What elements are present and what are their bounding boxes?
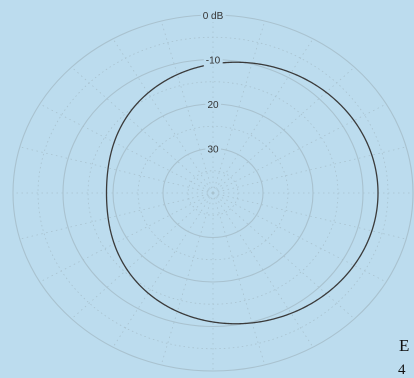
grid-spoke — [212, 192, 407, 240]
polar-curve-layer — [105, 61, 379, 325]
grid-ring — [87, 81, 339, 305]
grid-spoke — [19, 146, 214, 194]
grid-ring — [137, 125, 289, 261]
corner-digit: 4 — [398, 362, 406, 378]
grid-spoke — [212, 38, 314, 194]
radial-tick-label: 20 — [205, 100, 221, 111]
grid-spoke — [212, 192, 314, 348]
radial-tick-label: 30 — [205, 144, 221, 156]
svg-text:30: 30 — [207, 145, 219, 156]
svg-text:20: 20 — [207, 100, 219, 111]
radial-tick-label: -10 — [203, 55, 223, 67]
grid-spoke — [112, 192, 214, 348]
grid-spoke — [112, 38, 214, 194]
radial-tick-labels: 0 dB -10 20 30 — [200, 11, 226, 156]
directivity-curve — [105, 61, 379, 325]
radial-tick-label: 0 dB — [200, 11, 226, 22]
angular-grid — [13, 15, 413, 371]
grid-spoke — [212, 146, 407, 194]
svg-text:0 dB: 0 dB — [203, 11, 224, 22]
grid-spoke — [19, 192, 214, 240]
svg-text:-10: -10 — [206, 56, 221, 67]
grid-ring — [37, 36, 389, 350]
grid-ring — [187, 170, 239, 216]
corner-letter: E — [399, 336, 410, 355]
